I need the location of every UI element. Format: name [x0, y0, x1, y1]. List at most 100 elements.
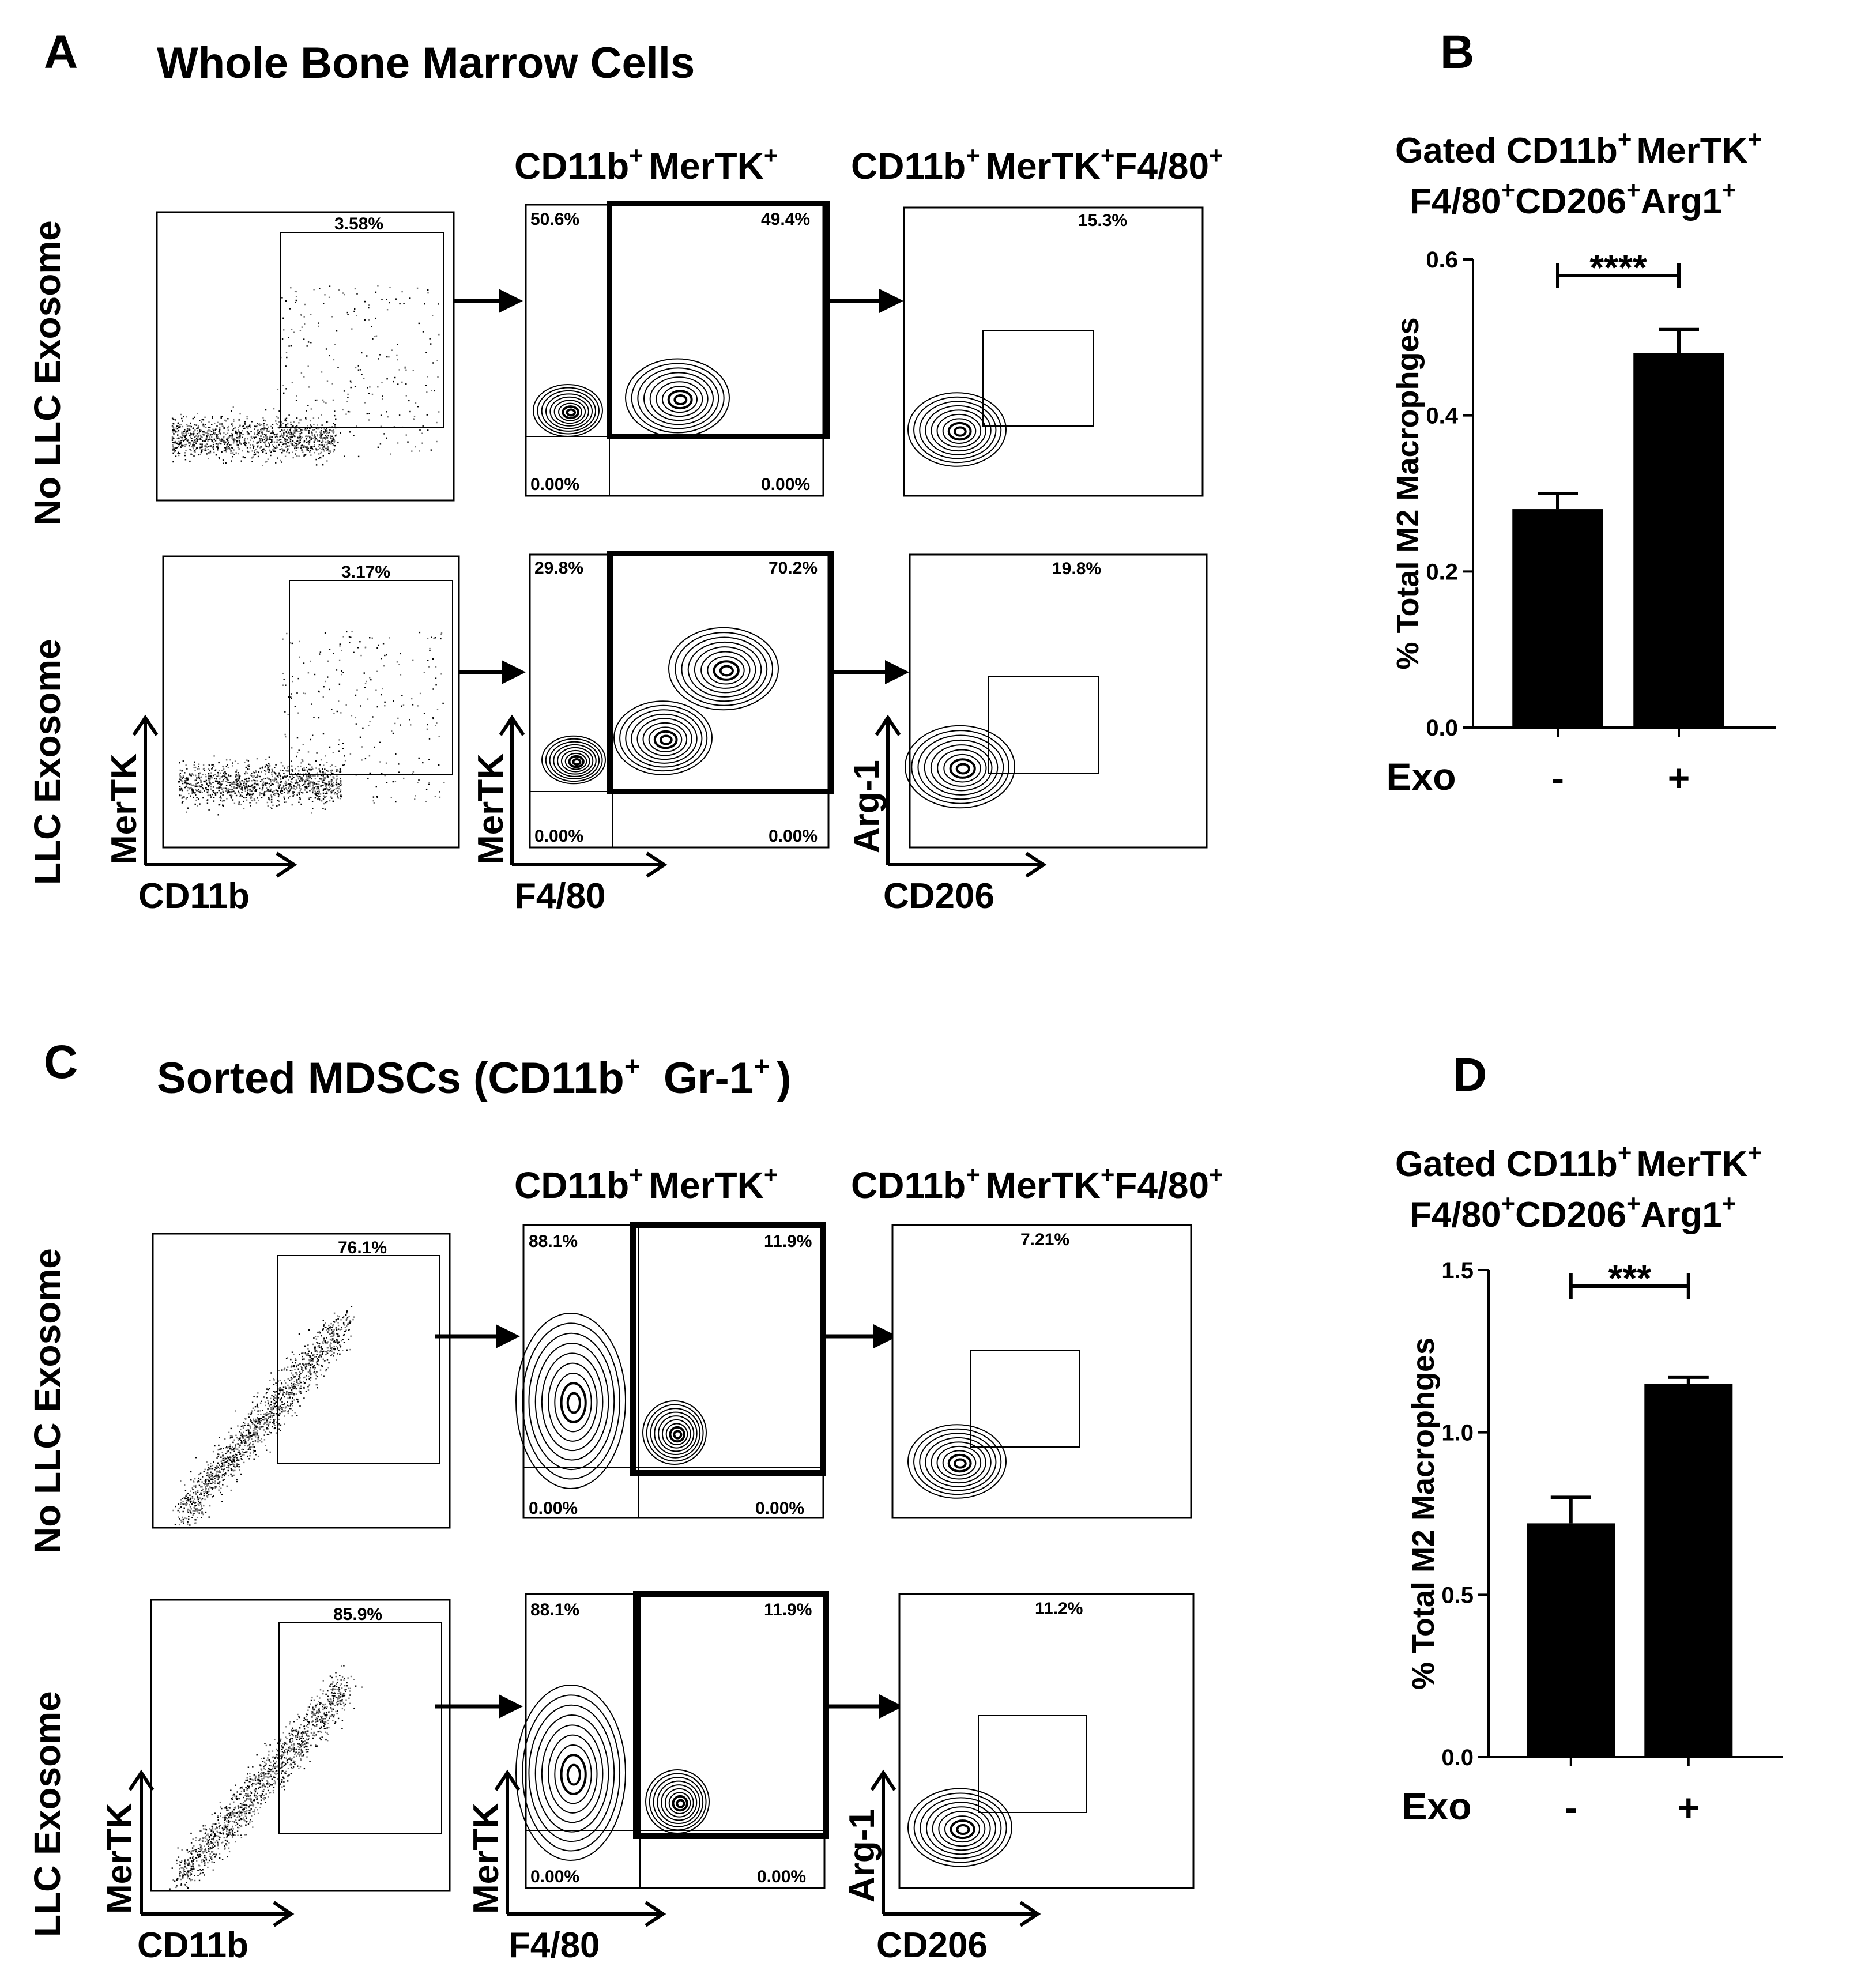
event-dot: [273, 447, 276, 449]
event-dot: [217, 771, 219, 774]
event-dot: [317, 440, 318, 442]
event-dot: [203, 425, 205, 428]
event-dot: [296, 692, 298, 694]
event-dot: [277, 441, 278, 443]
event-dot: [323, 1725, 325, 1727]
event-dot: [349, 431, 351, 433]
event-dot: [195, 424, 198, 426]
event-dot: [248, 451, 250, 453]
event-dot: [291, 782, 293, 783]
event-dot: [225, 462, 227, 464]
event-dot: [286, 789, 288, 790]
event-dot: [293, 432, 295, 434]
event-dot: [182, 439, 183, 441]
event-dot: [327, 446, 329, 448]
event-dot: [283, 796, 285, 798]
event-dot: [297, 712, 299, 714]
event-dot: [295, 431, 296, 432]
mertk-positive-gate: [607, 201, 830, 439]
event-dot: [265, 420, 266, 422]
event-dot: [232, 1463, 234, 1465]
event-dot: [178, 1507, 180, 1509]
event-dot: [339, 768, 341, 770]
event-dot: [242, 430, 243, 432]
event-dot: [238, 427, 239, 428]
event-dot: [230, 1468, 232, 1470]
event-dot: [194, 1498, 195, 1500]
event-dot: [336, 1697, 338, 1698]
event-dot: [250, 785, 252, 787]
event-dot: [266, 1780, 268, 1782]
event-dot: [205, 438, 208, 440]
event-dot: [425, 352, 427, 353]
event-dot: [223, 787, 225, 789]
event-dot: [325, 796, 327, 797]
event-dot: [292, 778, 293, 780]
contour-line: [942, 1450, 977, 1476]
event-dot: [286, 632, 288, 635]
event-dot: [306, 769, 308, 771]
event-dot: [321, 1355, 322, 1356]
event-dot: [287, 442, 289, 443]
event-dot: [401, 695, 403, 696]
event-dot: [332, 776, 334, 778]
m2-contour-plot: [907, 1424, 1007, 1499]
event-dot: [218, 457, 220, 458]
event-dot: [250, 427, 251, 428]
event-dot: [257, 442, 259, 444]
event-dot: [295, 1748, 297, 1750]
event-dot: [285, 1393, 287, 1395]
event-dot: [332, 1338, 334, 1340]
event-dot: [414, 798, 416, 800]
event-dot: [272, 1406, 274, 1408]
event-dot: [268, 1388, 270, 1390]
event-dot: [341, 1327, 342, 1328]
event-dot: [321, 800, 323, 802]
event-dot: [246, 778, 248, 779]
event-dot: [227, 440, 229, 442]
event-dot: [269, 768, 270, 771]
event-dot: [257, 1406, 259, 1408]
event-dot: [426, 414, 428, 416]
contour-line: [648, 726, 683, 752]
event-dot: [259, 1427, 261, 1430]
event-dot: [179, 443, 180, 446]
event-dot: [193, 448, 194, 450]
event-dot: [291, 642, 293, 645]
event-dot: [201, 1848, 203, 1850]
event-dot: [219, 1464, 220, 1466]
event-dot: [268, 1413, 269, 1415]
event-dot: [325, 431, 326, 433]
event-dot: [205, 1848, 206, 1850]
event-dot: [344, 755, 345, 757]
event-dot: [224, 447, 225, 449]
event-dot: [323, 401, 325, 403]
event-dot: [187, 807, 189, 809]
event-dot: [247, 793, 250, 795]
event-dot: [240, 804, 242, 805]
event-dot: [334, 1721, 337, 1723]
contour-line: [522, 1322, 621, 1480]
event-dot: [348, 1687, 349, 1689]
event-dot: [306, 449, 308, 450]
event-dot: [238, 803, 240, 805]
event-dot: [307, 440, 310, 443]
event-dot: [285, 1387, 287, 1389]
event-dot: [189, 442, 191, 444]
event-dot: [258, 784, 259, 786]
event-dot: [368, 419, 370, 421]
event-dot: [240, 1811, 242, 1812]
event-dot: [260, 446, 262, 448]
dot-plot-frame: [156, 211, 455, 502]
event-dot: [338, 1350, 340, 1351]
event-dot: [224, 450, 226, 451]
event-dot: [346, 401, 348, 402]
event-dot: [191, 454, 193, 455]
event-dot: [272, 1408, 274, 1410]
event-dot: [226, 1457, 228, 1460]
event-dot: [272, 775, 273, 778]
event-dot: [188, 1516, 190, 1517]
event-dot: [186, 1499, 187, 1502]
event-dot: [317, 793, 318, 794]
event-dot: [395, 801, 397, 803]
